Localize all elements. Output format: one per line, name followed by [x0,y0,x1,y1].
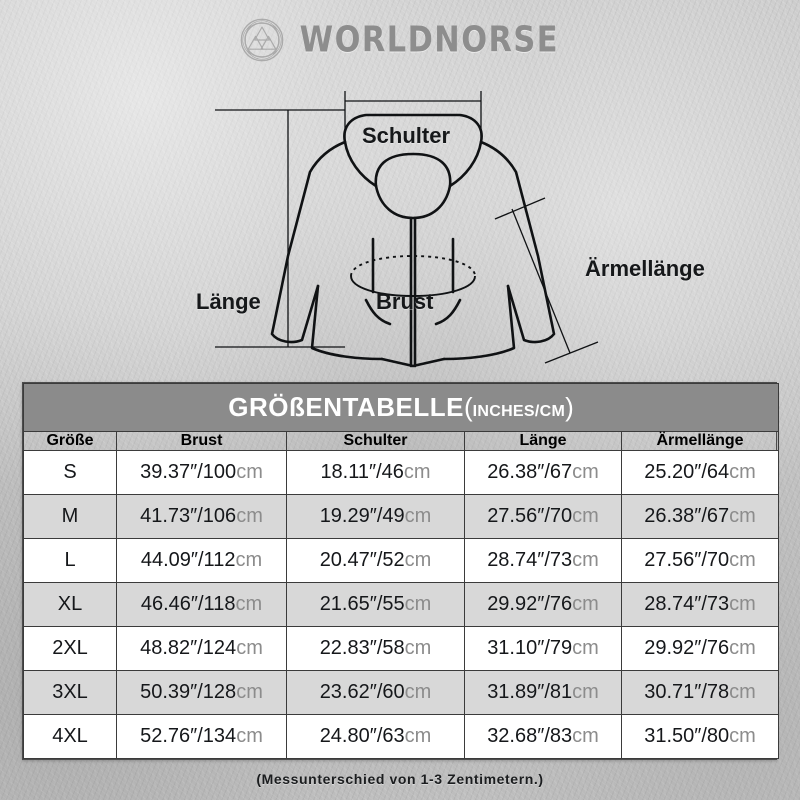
measurement-tolerance-note: (Messunterschied von 1-3 Zentimetern.) [256,771,544,787]
cell-size: L [23,538,117,583]
cell-length: 29.92″/76cm [464,582,622,627]
cell-size: M [23,494,117,539]
cell-length: 31.89″/81cm [464,670,622,715]
cell-shoulder: 19.29″/49cm [286,494,465,539]
table-title-paren-close: ) [565,392,574,422]
table-title-paren-open: ( [463,392,473,422]
cell-chest: 48.82″/124cm [116,626,287,671]
cell-chest: 52.76″/134cm [116,714,287,759]
cell-size: 4XL [23,714,117,759]
table-row: L 44.09″/112cm 20.47″/52cm 28.74″/73cm 2… [23,538,780,583]
dimension-label-chest: Brust [376,289,434,314]
table-row: XL 46.46″/118cm 21.65″/55cm 29.92″/76cm … [23,582,780,627]
cell-size: 2XL [23,626,117,671]
table-row: S 39.37″/100cm 18.11″/46cm 26.38″/67cm 2… [23,450,780,495]
cell-shoulder: 23.62″/60cm [286,670,465,715]
cell-sleeve: 26.38″/67cm [620,494,780,539]
table-row: 4XL 52.76″/134cm 24.80″/63cm 32.68″/83cm… [23,714,780,759]
cell-length: 26.38″/67cm [464,450,622,495]
cell-sleeve: 30.71″/78cm [620,670,780,715]
cell-chest: 39.37″/100cm [116,450,287,495]
garment-measurement-diagram: Schulter Länge Brust Ärmellänge [0,60,800,378]
cell-length: 31.10″/79cm [464,626,622,671]
size-chart-table-container: GRÖßENTABELLE(INCHES/CM) Größe Brust Sch… [22,382,780,760]
cell-sleeve: 27.56″/70cm [620,538,780,583]
cell-chest: 44.09″/112cm [116,538,287,583]
cell-length: 28.74″/73cm [464,538,622,583]
size-chart-table: GRÖßENTABELLE(INCHES/CM) Größe Brust Sch… [22,383,780,759]
cell-shoulder: 24.80″/63cm [286,714,465,759]
cell-length: 27.56″/70cm [464,494,622,539]
table-row: M 41.73″/106cm 19.29″/49cm 27.56″/70cm 2… [23,494,780,539]
column-header-chest: Brust [116,431,287,451]
brand-header: WORLDNORSE [0,14,800,66]
cell-shoulder: 22.83″/58cm [286,626,465,671]
cell-shoulder: 20.47″/52cm [286,538,465,583]
table-title-units: INCHES/CM [472,403,566,420]
cell-sleeve: 31.50″/80cm [620,714,780,759]
table-row: 2XL 48.82″/124cm 22.83″/58cm 31.10″/79cm… [23,626,780,671]
dimension-label-shoulder: Schulter [362,123,451,148]
cell-size: S [23,450,117,495]
cell-size: 3XL [23,670,117,715]
cell-sleeve: 28.74″/73cm [620,582,780,627]
dimension-label-sleeve: Ärmellänge [585,256,705,281]
cell-shoulder: 21.65″/55cm [286,582,465,627]
cell-chest: 50.39″/128cm [116,670,287,715]
cell-length: 32.68″/83cm [464,714,622,759]
dimension-label-length: Länge [196,289,261,314]
valknut-knotwork-icon [240,18,284,62]
column-header-size: Größe [23,431,117,451]
column-header-shoulder: Schulter [286,431,465,451]
zip-hoodie-jacket-icon [215,91,599,368]
table-title: GRÖßENTABELLE(INCHES/CM) [22,383,780,432]
cell-chest: 41.73″/106cm [116,494,287,539]
cell-chest: 46.46″/118cm [116,582,287,627]
cell-sleeve: 29.92″/76cm [620,626,780,671]
column-header-length: Länge [464,431,622,451]
cell-sleeve: 25.20″/64cm [620,450,780,495]
table-title-main: GRÖßENTABELLE [228,392,464,422]
column-header-sleeve: Ärmellänge [620,431,780,451]
cell-shoulder: 18.11″/46cm [286,450,465,495]
brand-name: WORLDNORSE [299,19,559,61]
cell-size: XL [23,582,117,627]
table-row: 3XL 50.39″/128cm 23.62″/60cm 31.89″/81cm… [23,670,780,715]
